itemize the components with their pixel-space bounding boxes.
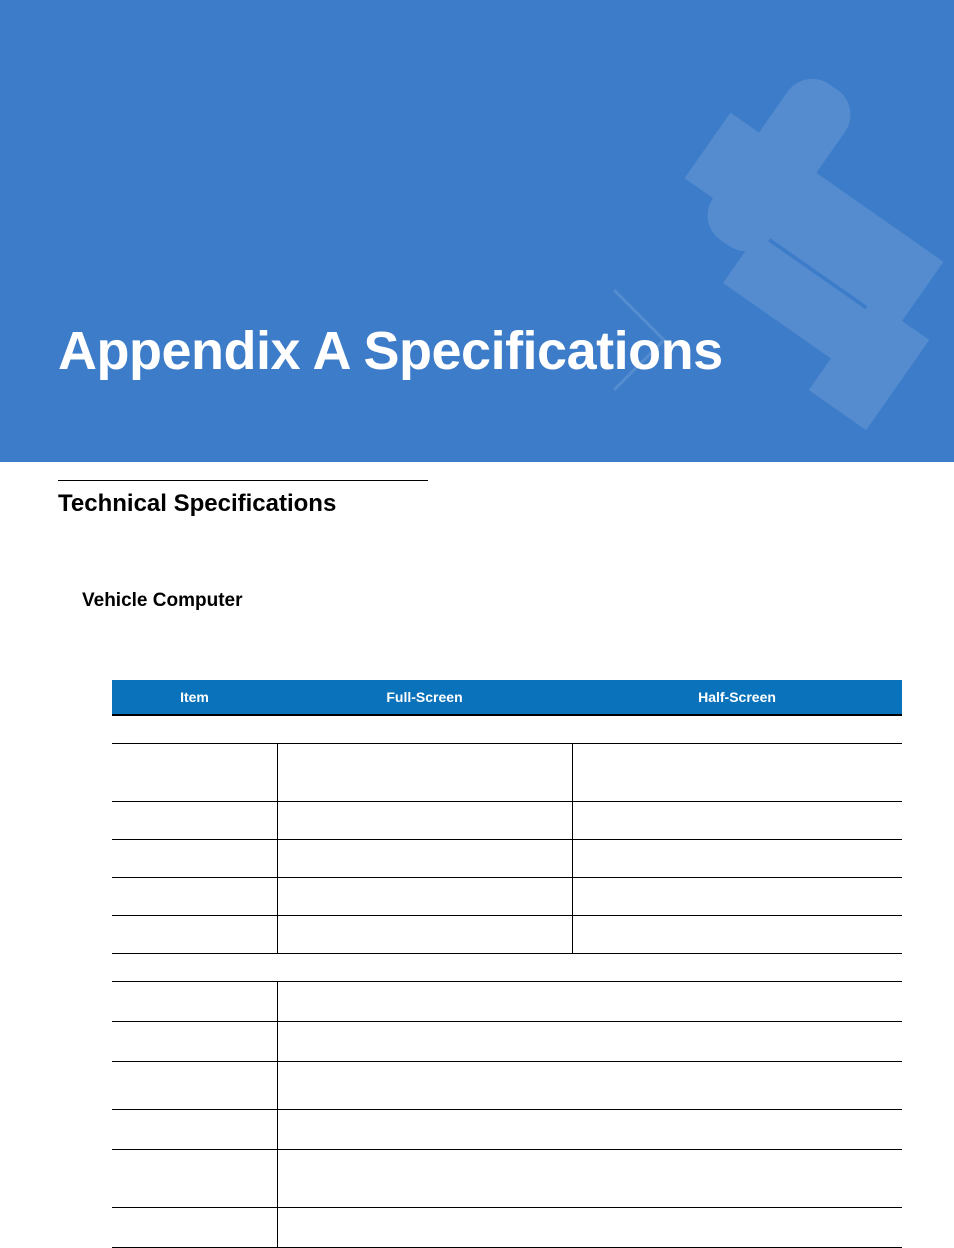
- table-row: [112, 981, 902, 1021]
- col-header-half: Half-Screen: [572, 680, 902, 715]
- table-row: [112, 953, 902, 981]
- table-row: [112, 1061, 902, 1109]
- table-row: [112, 839, 902, 877]
- section-title: Technical Specifications: [58, 490, 336, 518]
- table-row: [112, 1021, 902, 1061]
- title-banner: Appendix A Specifications: [0, 0, 954, 462]
- table-header: Item Full-Screen Half-Screen: [112, 680, 902, 715]
- section-rule: [58, 480, 428, 481]
- table-row: [112, 715, 902, 743]
- table-body: [112, 715, 902, 1247]
- table-row: [112, 801, 902, 839]
- page-title: Appendix A Specifications: [58, 320, 723, 382]
- table-row: [112, 743, 902, 801]
- table-row: [112, 1109, 902, 1149]
- subsection-title: Vehicle Computer: [82, 590, 243, 612]
- col-header-full: Full-Screen: [277, 680, 572, 715]
- watermark-icon: [574, 40, 954, 460]
- table-row: [112, 915, 902, 953]
- table-row: [112, 1149, 902, 1207]
- table-row: [112, 877, 902, 915]
- spec-table: Item Full-Screen Half-Screen: [112, 680, 902, 1248]
- col-header-item: Item: [112, 680, 277, 715]
- table-row: [112, 1207, 902, 1247]
